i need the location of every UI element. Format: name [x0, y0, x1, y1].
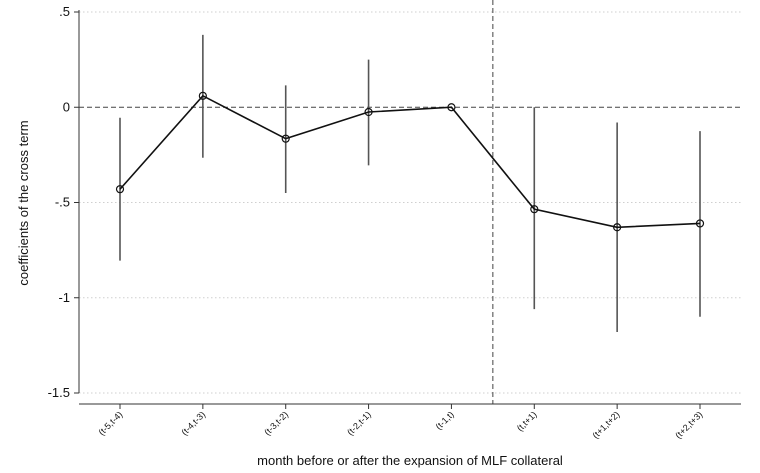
data-point [447, 103, 456, 112]
tick-labels: .5 0 -.5 -1 -1.5 (t-5,t-4) (t-4,t-3) (t-3,t-2) (… [48, 4, 705, 440]
x-tick-label: (t-5,t-4) [96, 409, 124, 437]
x-tick-label: (t-2,t-1) [345, 409, 373, 437]
x-tick-label: (t+1,t+2) [590, 409, 621, 440]
data-points [115, 91, 705, 232]
x-tick-label: (t+2,t+3) [673, 409, 704, 440]
data-point [613, 223, 622, 232]
data-point [198, 91, 207, 100]
x-tick-label: (t-4,t-3) [179, 409, 207, 437]
data-point [695, 219, 705, 228]
reference-lines [79, 0, 741, 404]
data-point [115, 185, 125, 194]
confidence-intervals [119, 34, 701, 333]
axes [74, 10, 741, 409]
grid-lines [79, 11, 741, 394]
y-tick-label: 0 [63, 99, 70, 114]
x-tick-label: (t-1,t) [434, 409, 456, 431]
y-tick-label: -1 [58, 290, 70, 305]
data-point [364, 107, 373, 117]
x-tick-label: (t,t+1) [515, 409, 539, 433]
data-point [530, 205, 539, 214]
series-polyline [119, 94, 701, 229]
y-tick-label: -1.5 [48, 385, 70, 400]
y-tick-label: .5 [59, 4, 70, 19]
x-tick-label: (t-3,t-2) [262, 409, 290, 437]
x-axis-label: month before or after the expansion of M… [257, 453, 563, 468]
series-line [119, 94, 701, 229]
data-point [281, 134, 290, 143]
y-tick-label: -.5 [55, 195, 70, 210]
y-axis-label: coefficients of the cross term [16, 120, 31, 285]
